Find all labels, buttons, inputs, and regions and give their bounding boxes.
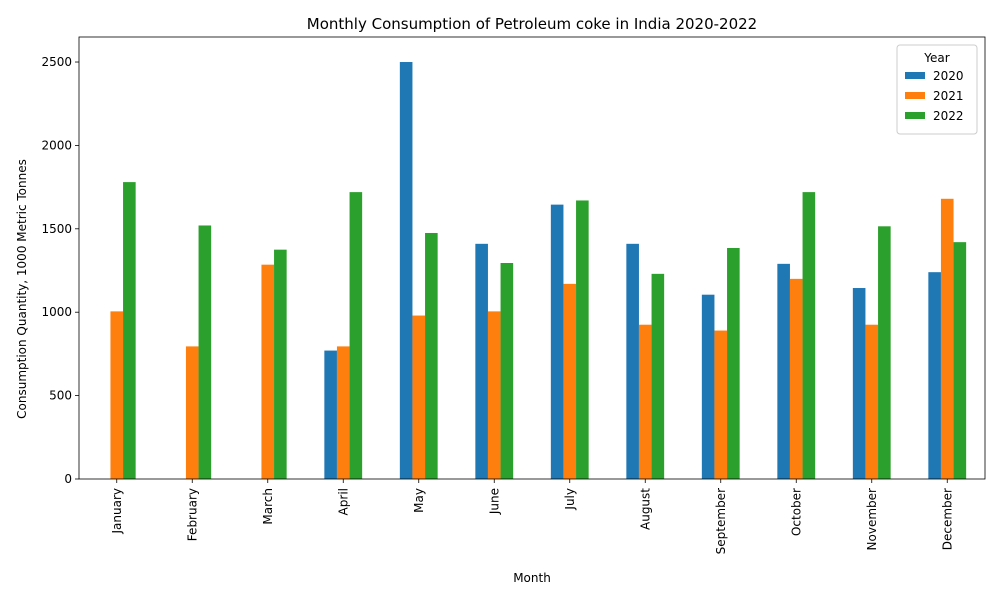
bar-2022-march (274, 249, 287, 479)
bar-2021-april (336, 346, 350, 479)
x-tick-label-february: February (185, 488, 199, 541)
bar-2021-august (638, 324, 652, 479)
y-axis-label: Consumption Quantity, 1000 Metric Tonnes (15, 159, 29, 419)
legend: Year 2020 2021 2022 (896, 44, 978, 135)
bar-2021-january (110, 311, 124, 479)
bar-2021-march (261, 264, 275, 479)
x-axis-label: Month (513, 571, 551, 585)
bar-2022-september (727, 247, 740, 479)
x-tick-label-january: January (110, 488, 124, 535)
axes-group: 0 500 1000 1500 2000 2500 January February March… (41, 36, 986, 554)
bar-2022-august (651, 273, 665, 479)
bar-2022-may (425, 232, 438, 479)
legend-box (896, 44, 978, 135)
bar-2020-april (324, 350, 337, 479)
legend-swatch-2020 (905, 72, 925, 79)
legend-label-2022: 2022 (933, 109, 964, 123)
x-tick-label-may: May (412, 488, 426, 513)
x-tick-label-november: November (865, 488, 879, 550)
bar-2022-january (123, 182, 136, 479)
bar-2022-october (802, 192, 816, 479)
bar-2022-april (349, 192, 363, 479)
y-tick-label: 2000 (41, 138, 72, 152)
x-tick-label-october: October (789, 488, 803, 536)
bar-2021-february (185, 346, 199, 479)
x-tick-label-june: June (487, 488, 501, 515)
bar-2022-june (500, 263, 514, 479)
bar-2021-november (865, 324, 879, 479)
x-tick-label-august: August (638, 488, 652, 530)
y-tick-label: 1000 (41, 305, 72, 319)
bar-2020-august (626, 243, 639, 479)
bar-2020-july (550, 204, 564, 480)
bar-2020-december (928, 272, 941, 479)
bar-2022-july (576, 200, 589, 479)
bar-2020-may (399, 62, 413, 480)
bar-2020-june (475, 243, 488, 479)
bar-2020-september (701, 294, 715, 479)
x-tick-label-september: September (714, 488, 728, 554)
bar-2021-may (412, 315, 426, 479)
y-tick-label: 2500 (41, 55, 72, 69)
bar-2022-december (953, 242, 967, 479)
legend-label-2020: 2020 (933, 69, 964, 83)
legend-swatch-2021 (905, 92, 925, 99)
bars-group (110, 62, 967, 480)
x-tick-label-july: July (563, 488, 577, 511)
y-tick-label: 500 (49, 389, 72, 403)
bar-2020-november (852, 288, 866, 479)
legend-label-2021: 2021 (933, 89, 964, 103)
bar-2021-july (563, 283, 577, 479)
y-tick-label: 1500 (41, 222, 72, 236)
x-tick-label-march: March (261, 488, 275, 525)
bar-2020-october (777, 263, 790, 479)
chart-title: Monthly Consumption of Petroleum coke in… (307, 15, 757, 33)
x-tick-label-december: December (940, 488, 954, 550)
legend-title: Year (923, 51, 949, 65)
x-tick-label-april: April (336, 488, 350, 515)
bar-2022-february (198, 225, 212, 479)
bar-2021-september (714, 330, 728, 479)
legend-swatch-2022 (905, 112, 925, 119)
bar-2021-october (789, 278, 803, 479)
bar-2021-june (487, 311, 501, 479)
bar-2021-december (940, 198, 954, 479)
plot-frame (78, 36, 986, 480)
y-tick-label: 0 (64, 472, 72, 486)
bar-2022-november (878, 226, 891, 479)
